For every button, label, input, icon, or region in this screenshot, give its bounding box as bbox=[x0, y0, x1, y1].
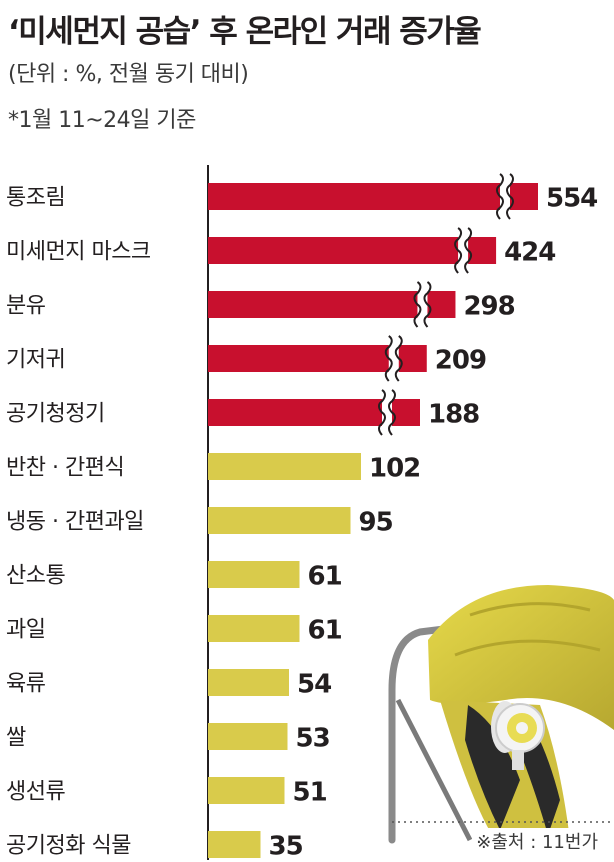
value-label: 298 bbox=[463, 292, 514, 322]
category-label: 반찬 · 간편식 bbox=[6, 456, 124, 481]
category-label: 분유 bbox=[6, 294, 46, 319]
value-label: 424 bbox=[504, 238, 555, 268]
bar bbox=[208, 615, 300, 642]
bar bbox=[208, 669, 289, 696]
category-label: 기저귀 bbox=[6, 348, 65, 373]
axis-break-gap bbox=[388, 336, 399, 381]
axis-break-mark bbox=[413, 281, 422, 328]
value-label: 209 bbox=[435, 346, 486, 376]
category-label: 육류 bbox=[6, 672, 46, 697]
category-label: 산소통 bbox=[6, 564, 65, 589]
category-label: 미세먼지 마스크 bbox=[6, 240, 151, 265]
period-note: *1월 11~24일 기준 bbox=[8, 108, 196, 133]
value-label: 53 bbox=[296, 724, 330, 754]
axis-break-mark bbox=[506, 173, 514, 220]
category-label: 생선류 bbox=[6, 780, 65, 805]
unit-note: (단위 : %, 전월 동기 대비) bbox=[8, 62, 249, 87]
axis-break-mark bbox=[423, 281, 432, 328]
bar bbox=[208, 453, 361, 480]
bar bbox=[208, 183, 538, 210]
source-note: ※출처 : 11번가 bbox=[472, 828, 598, 854]
stroller-illustration bbox=[388, 585, 614, 844]
bar bbox=[208, 831, 261, 858]
axis-break-gap bbox=[458, 228, 469, 273]
bar bbox=[208, 561, 300, 588]
value-label: 554 bbox=[546, 184, 597, 214]
value-label: 61 bbox=[308, 562, 342, 592]
category-label: 쌀 bbox=[6, 726, 26, 751]
category-label: 공기정화 식물 bbox=[6, 834, 131, 859]
axis-break-mark bbox=[464, 227, 473, 274]
axis-break-mark bbox=[496, 173, 504, 220]
value-label: 188 bbox=[428, 400, 479, 430]
axis-break-mark bbox=[454, 227, 463, 274]
value-label: 95 bbox=[359, 508, 393, 538]
bar bbox=[208, 777, 285, 804]
category-label: 과일 bbox=[6, 618, 45, 643]
category-label: 공기청정기 bbox=[6, 402, 105, 427]
axis-break-mark bbox=[388, 389, 396, 436]
bar bbox=[208, 507, 351, 534]
axis-break-gap bbox=[417, 282, 428, 327]
bar bbox=[208, 723, 288, 750]
value-label: 35 bbox=[269, 832, 303, 862]
axis-break-gap bbox=[382, 390, 392, 435]
category-label: 냉동 · 간편과일 bbox=[6, 510, 144, 535]
axis-break-mark bbox=[384, 335, 393, 382]
value-label: 51 bbox=[293, 778, 327, 808]
axis-break-mark bbox=[378, 389, 386, 436]
axis-break-mark bbox=[394, 335, 403, 382]
value-label: 54 bbox=[297, 670, 331, 700]
value-label: 102 bbox=[369, 454, 420, 484]
bar bbox=[208, 237, 497, 264]
value-label: 61 bbox=[308, 616, 342, 646]
axis-break-gap bbox=[500, 174, 510, 219]
chart-title: ‘미세먼지 공습’ 후 온라인 거래 증가율 bbox=[8, 14, 482, 50]
category-label: 통조림 bbox=[6, 186, 65, 211]
